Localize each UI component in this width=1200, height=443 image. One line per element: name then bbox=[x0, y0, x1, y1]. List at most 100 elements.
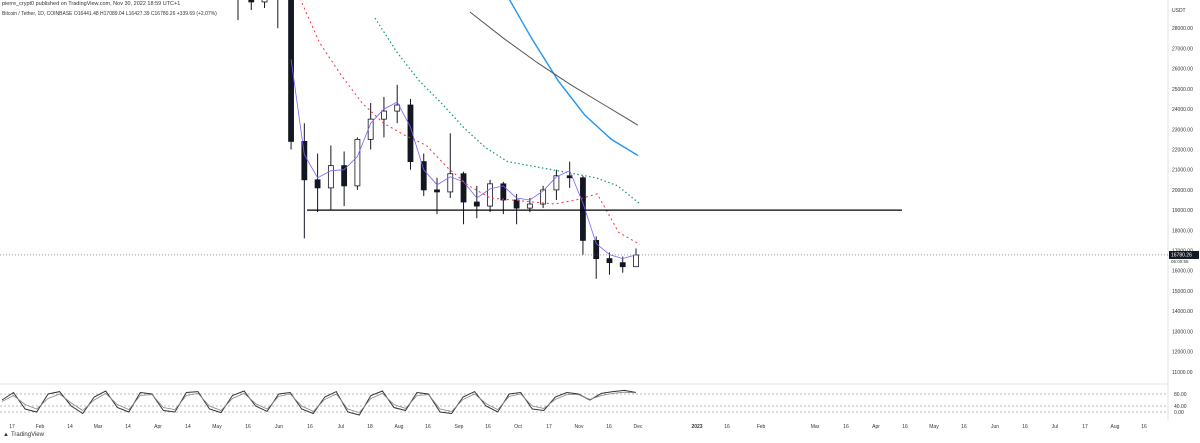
y-tick-label: 28000.00 bbox=[1172, 26, 1193, 32]
x-tick-label: May bbox=[212, 424, 222, 430]
x-tick-label: Dec bbox=[634, 424, 643, 430]
published-by-text: pierre_crypt0 published on TradingView.c… bbox=[2, 1, 181, 7]
candle-body bbox=[460, 173, 467, 203]
candle-body bbox=[367, 118, 374, 140]
x-tick-label: 16 bbox=[724, 424, 730, 430]
moving-average-line bbox=[469, 11, 639, 126]
x-tick-label: Aug bbox=[395, 424, 404, 430]
x-tick-label: 14 bbox=[185, 424, 191, 430]
candle-body bbox=[420, 161, 427, 191]
candle-body bbox=[606, 258, 613, 264]
candle-body bbox=[619, 262, 626, 268]
x-tick-label: 16 bbox=[606, 424, 612, 430]
candle-body bbox=[394, 104, 401, 112]
symbol-ohlc-line: Bitcoin / Tether, 1D, COINBASE O16441.48… bbox=[2, 11, 217, 17]
y-tick-label: 21000.00 bbox=[1172, 168, 1193, 174]
x-tick-label: 16 bbox=[961, 424, 967, 430]
tradingview-logo-icon: ▲ bbox=[3, 432, 9, 438]
x-tick-label: 2023 bbox=[691, 424, 702, 430]
x-tick-label: Nov bbox=[575, 424, 584, 430]
candle-body bbox=[261, 0, 268, 3]
candle-body bbox=[434, 189, 440, 193]
candle-body bbox=[473, 201, 480, 207]
tradingview-logo-text: TradingView bbox=[10, 432, 44, 438]
x-tick-label: Jun bbox=[275, 424, 283, 430]
x-tick-label: 16 bbox=[843, 424, 849, 430]
x-tick-label: Jul bbox=[1052, 424, 1058, 430]
last-price-label: 16780.26 bbox=[1171, 252, 1192, 258]
oscillator-level-label: 0.00 bbox=[1174, 410, 1184, 416]
x-tick-label: Feb bbox=[36, 424, 45, 430]
x-tick-label: Apr bbox=[154, 424, 162, 430]
x-tick-label: Apr bbox=[872, 424, 880, 430]
candle-body bbox=[500, 183, 507, 201]
candle-body bbox=[526, 203, 533, 209]
x-tick-label: Aug bbox=[1111, 424, 1120, 430]
last-price-tag bbox=[1169, 250, 1199, 259]
moving-average-line bbox=[300, 0, 641, 245]
y-tick-label: 16000.00 bbox=[1172, 269, 1193, 275]
y-tick-label: 20000.00 bbox=[1172, 188, 1193, 194]
y-tick-label: 27000.00 bbox=[1172, 46, 1193, 52]
candle-body bbox=[301, 140, 308, 181]
y-tick-label: 23000.00 bbox=[1172, 127, 1193, 133]
candle-body bbox=[327, 165, 334, 189]
x-tick-label: Oct bbox=[514, 424, 522, 430]
x-tick-label: 16 bbox=[1022, 424, 1028, 430]
x-tick-label: Mar bbox=[811, 424, 820, 430]
y-tick-label: 11000.00 bbox=[1172, 370, 1193, 376]
candle-body bbox=[341, 165, 348, 187]
y-tick-label: 18000.00 bbox=[1172, 228, 1193, 234]
oscillator-level-label: 40.00 bbox=[1174, 404, 1187, 410]
oscillator-line bbox=[1, 391, 637, 414]
x-tick-label: Jun bbox=[991, 424, 999, 430]
candle-body bbox=[447, 173, 454, 193]
y-tick-label: 19000.00 bbox=[1172, 208, 1193, 214]
x-tick-label: 16 bbox=[902, 424, 908, 430]
x-tick-label: 14 bbox=[125, 424, 131, 430]
countdown-label: 06:00:55 bbox=[1171, 259, 1189, 264]
x-tick-label: Sep bbox=[455, 424, 464, 430]
candle-body bbox=[513, 199, 520, 209]
currency-label: USDT bbox=[1172, 8, 1186, 14]
x-tick-label: 17 bbox=[546, 424, 552, 430]
y-tick-label: 14000.00 bbox=[1172, 309, 1193, 315]
x-tick-label: 16 bbox=[307, 424, 313, 430]
candle-body bbox=[633, 254, 639, 268]
y-tick-label: 13000.00 bbox=[1172, 329, 1193, 335]
x-tick-label: Feb bbox=[757, 424, 766, 430]
x-tick-label: May bbox=[929, 424, 939, 430]
y-tick-label: 12000.00 bbox=[1172, 350, 1193, 356]
candle-body bbox=[248, 0, 255, 3]
candle-body bbox=[314, 179, 321, 189]
x-tick-label: Mar bbox=[94, 424, 103, 430]
short-moving-average-line bbox=[290, 59, 637, 260]
candle-body bbox=[407, 104, 414, 163]
candle-body bbox=[487, 183, 493, 207]
x-tick-label: 16 bbox=[485, 424, 491, 430]
candle-body bbox=[381, 110, 387, 120]
y-tick-label: 24000.00 bbox=[1172, 107, 1193, 113]
x-tick-label: 17 bbox=[9, 424, 15, 430]
y-tick-label: 22000.00 bbox=[1172, 147, 1193, 153]
y-tick-label: 15000.00 bbox=[1172, 289, 1193, 295]
candle-body bbox=[566, 175, 573, 179]
candle-body bbox=[593, 240, 600, 260]
candle-body bbox=[580, 177, 586, 241]
candle-body bbox=[540, 189, 547, 205]
candle-body bbox=[354, 138, 361, 187]
moving-average-line bbox=[508, 0, 639, 157]
moving-average-line bbox=[374, 17, 641, 205]
candle-body bbox=[288, 0, 294, 142]
tradingview-logo: ▲ TradingView bbox=[3, 432, 44, 438]
candle-body bbox=[553, 175, 560, 191]
x-tick-label: 14 bbox=[67, 424, 73, 430]
x-tick-label: 16 bbox=[245, 424, 251, 430]
x-tick-label: 16 bbox=[425, 424, 431, 430]
y-tick-label: 25000.00 bbox=[1172, 87, 1193, 93]
x-tick-label: Jul bbox=[338, 424, 344, 430]
y-tick-label: 26000.00 bbox=[1172, 67, 1193, 73]
oscillator-level-label: 80.00 bbox=[1174, 392, 1187, 398]
x-tick-label: 17 bbox=[1082, 424, 1088, 430]
